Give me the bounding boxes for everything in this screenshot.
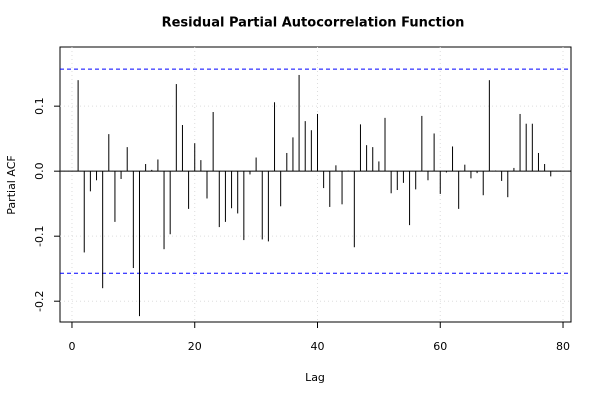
x-tick-label: 40: [310, 340, 324, 353]
y-axis-label: Partial ACF: [5, 155, 18, 214]
y-tick-label: 0.0: [33, 162, 46, 180]
x-tick-label: 20: [188, 340, 202, 353]
x-tick-label: 80: [556, 340, 570, 353]
x-tick-label: 0: [68, 340, 75, 353]
y-tick-label: 0.1: [33, 97, 46, 115]
plot-frame: [59, 46, 572, 323]
x-axis-label: Lag: [305, 371, 325, 384]
x-tick-label: 60: [433, 340, 447, 353]
chart-title: Residual Partial Autocorrelation Functio…: [162, 16, 465, 31]
y-tick-label: -0.2: [33, 290, 46, 311]
y-tick-label: -0.1: [33, 225, 46, 246]
